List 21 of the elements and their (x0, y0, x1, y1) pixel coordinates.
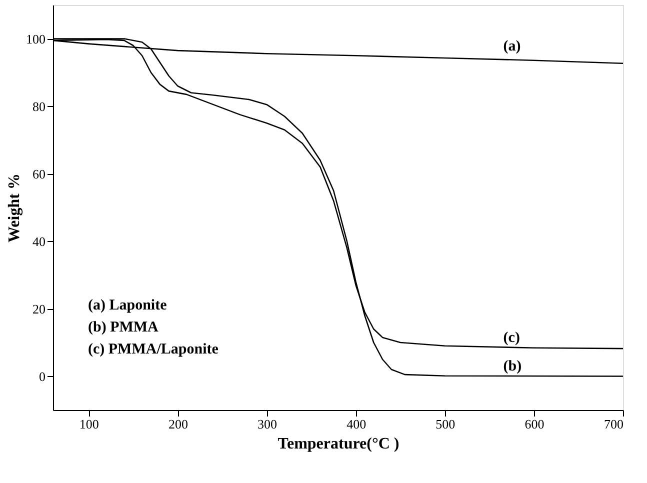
x-tick-label: 100 (79, 416, 99, 432)
y-tick-label: 40 (32, 234, 46, 249)
x-tick-label: 300 (258, 416, 277, 432)
y-tick-label: 80 (32, 98, 46, 114)
y-tick-label: 100 (26, 31, 46, 46)
y-axis-title: Weight % (6, 174, 23, 242)
annotation: (a) Laponite (88, 298, 168, 314)
y-tick-label: 0 (39, 368, 46, 384)
x-tick-label: 500 (436, 416, 456, 432)
x-axis-title: Temperature(°C ) (278, 436, 400, 452)
y-tick-label: 20 (32, 301, 46, 316)
annotation: (c) PMMA/Laponite (88, 342, 219, 358)
y-tick-label: 60 (32, 166, 46, 182)
x-tick-label: 200 (168, 416, 188, 432)
annotation: (c) (503, 330, 520, 346)
x-tick-label: 700 (604, 416, 624, 432)
x-tick-label: 600 (524, 416, 544, 432)
annotation: (b) PMMA (88, 320, 159, 336)
annotation: (a) (503, 38, 521, 54)
annotation: (b) (503, 358, 522, 374)
x-tick-label: 400 (346, 416, 366, 432)
